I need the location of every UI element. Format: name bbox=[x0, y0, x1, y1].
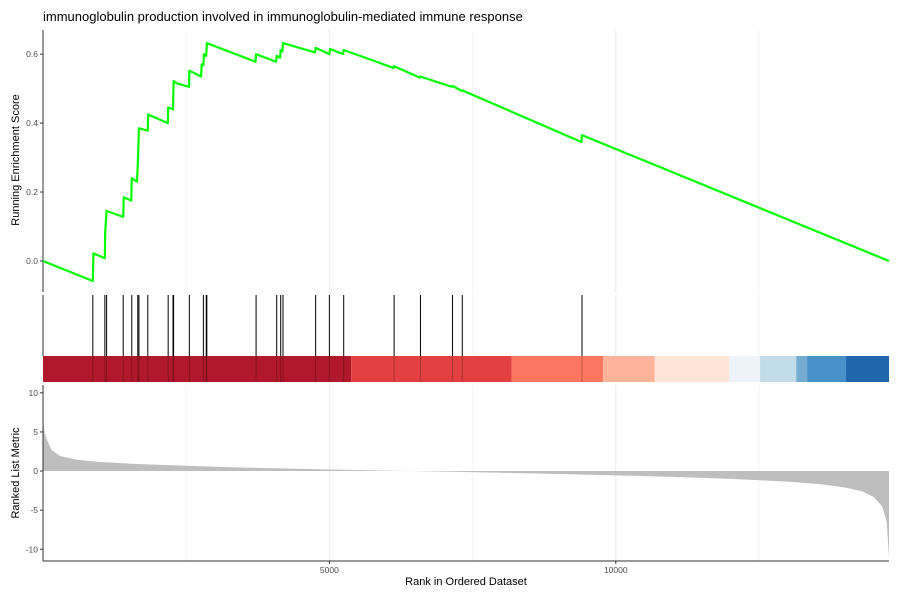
rank-color-band bbox=[796, 356, 808, 382]
ranked-metric-y-axis-title: Ranked List Metric bbox=[10, 427, 22, 519]
gene-hit-lines bbox=[42, 295, 583, 356]
x-axis-title: Rank in Ordered Dataset bbox=[405, 576, 527, 588]
rank-color-band bbox=[511, 356, 604, 382]
rank-color-band bbox=[43, 356, 352, 382]
ranked-metric-y-tick-label: 10 bbox=[29, 388, 39, 398]
rank-color-bands bbox=[43, 356, 889, 382]
gene-hit-panel bbox=[42, 295, 889, 382]
ranked-metric-y-tick-label: -10 bbox=[26, 544, 39, 554]
enrichment-y-tick-label: 0.2 bbox=[26, 187, 38, 197]
rank-color-band bbox=[760, 356, 797, 382]
rank-color-band bbox=[603, 356, 655, 382]
enrichment-y-tick-label: 0.0 bbox=[26, 256, 38, 266]
ranked-metric-y-tick-label: 5 bbox=[33, 427, 38, 437]
enrichment-y-tick-label: 0.4 bbox=[26, 118, 38, 128]
x-tick-label: 5000 bbox=[320, 565, 339, 575]
ranked-metric-panel: -10 -5 0 5 10 5000 10000 bbox=[26, 385, 889, 575]
x-axis-ticks: 5000 10000 bbox=[320, 561, 628, 575]
enrichment-score-panel: 0.0 0.2 0.4 0.6 bbox=[26, 30, 890, 292]
x-tick-label: 10000 bbox=[604, 565, 628, 575]
enrichment-y-tick-label: 0.6 bbox=[26, 49, 38, 59]
rank-color-band bbox=[846, 356, 889, 382]
rank-color-band bbox=[729, 356, 761, 382]
ranked-metric-y-ticks: -10 -5 0 5 10 bbox=[26, 388, 43, 554]
chart-title: immunoglobulin production involved in im… bbox=[43, 9, 523, 24]
ranked-metric-axes bbox=[42, 385, 889, 562]
enrichment-gridlines bbox=[185, 30, 760, 292]
ranked-metric-y-tick-label: -5 bbox=[30, 505, 38, 515]
enrichment-y-ticks: 0.0 0.2 0.4 0.6 bbox=[26, 49, 43, 266]
rank-color-band bbox=[351, 356, 512, 382]
rank-color-band bbox=[654, 356, 730, 382]
ranked-metric-area bbox=[43, 416, 889, 558]
enrichment-y-axis-title: Running Enrichment Score bbox=[10, 94, 22, 225]
running-enrichment-line bbox=[42, 42, 890, 283]
rank-color-band bbox=[807, 356, 847, 382]
hit-gridlines bbox=[185, 295, 760, 356]
ranked-metric-y-tick-label: 0 bbox=[33, 466, 38, 476]
